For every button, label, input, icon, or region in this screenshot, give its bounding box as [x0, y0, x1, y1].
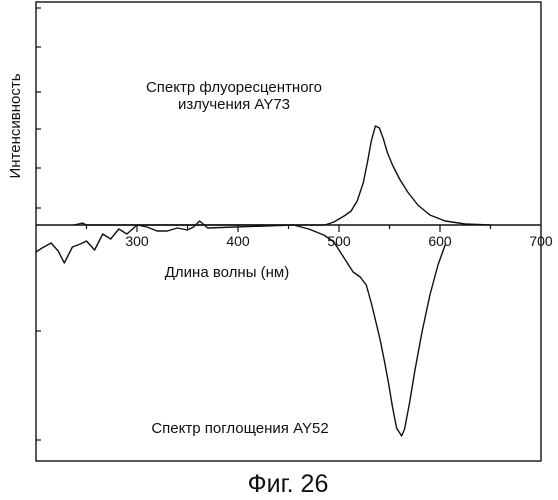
absorption-label: Спектр поглощения AY52: [151, 420, 328, 437]
x-tick-label: 300: [125, 233, 149, 249]
x-tick-label: 700: [529, 233, 553, 249]
x-tick-label: 500: [327, 233, 351, 249]
x-tick-label: 600: [428, 233, 452, 249]
fluorescence-label-line-1: Спектр флуоресцентного: [146, 79, 322, 96]
fluorescence-curve: [73, 126, 490, 225]
absorption-curve: [36, 221, 445, 436]
x-axis-label: Длина волны (нм): [165, 264, 289, 281]
plot-frame: [36, 2, 541, 461]
x-tick-label: 400: [226, 233, 250, 249]
figure-caption: Фиг. 26: [248, 470, 329, 498]
y-axis-label: Интенсивность: [7, 73, 24, 178]
fluorescence-label-line-2: излучения AY73: [178, 96, 290, 113]
spectrum-curves: [36, 126, 491, 436]
